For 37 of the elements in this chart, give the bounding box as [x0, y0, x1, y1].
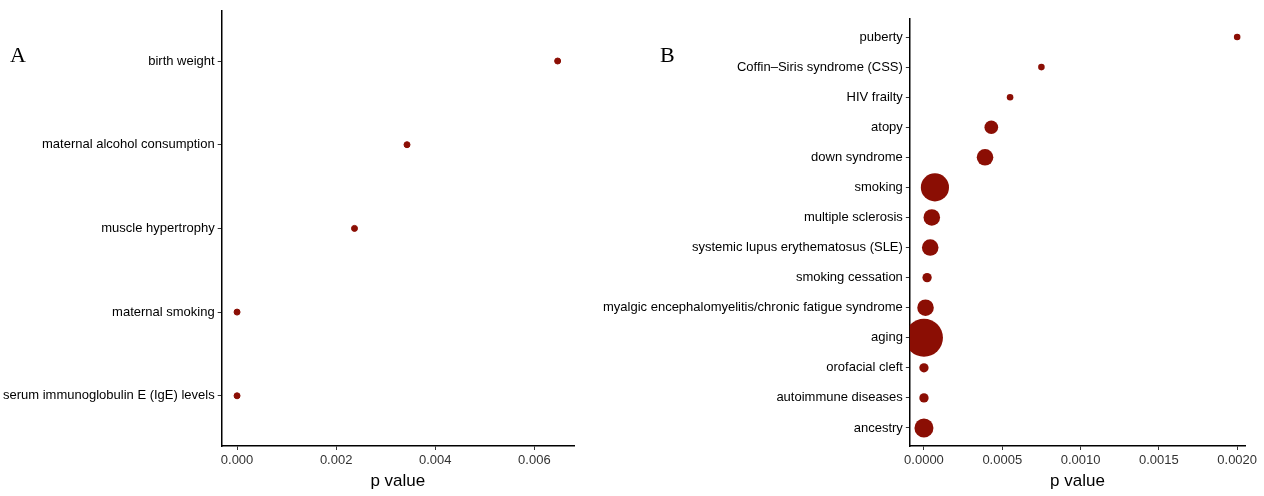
y-tick-label: muscle hypertrophy	[101, 219, 216, 235]
point	[233, 308, 241, 316]
text: A	[10, 42, 26, 68]
y-tick-label: maternal smoking	[112, 303, 215, 319]
y-tick-label: birth weight	[148, 52, 216, 68]
y-tick-label: smoking cessation	[795, 269, 903, 285]
y-tick-label: maternal alcohol consumption	[41, 136, 215, 152]
x-tick-label: 0.0005	[982, 452, 1023, 468]
y-tick-label: puberty	[859, 28, 904, 44]
x-tick-label: 0.000	[220, 452, 254, 468]
x-tick-label: 0.0010	[1060, 452, 1101, 468]
x-tick-label: 0.002	[319, 452, 353, 468]
x-axis-title: p value	[370, 471, 426, 491]
point	[554, 57, 562, 65]
point	[403, 141, 411, 149]
x-tick-label: 0.0020	[1217, 452, 1258, 468]
x-tick-label: 0.0000	[904, 452, 944, 468]
y-tick-label: myalgic encephalomyelitis/chronic fatigue syndrome	[602, 299, 903, 315]
y-tick-label: systemic lupus erythematosus (SLE)	[691, 239, 903, 255]
y-tick-label: down syndrome	[811, 148, 903, 164]
y-tick-label: HIV frailty	[846, 88, 904, 104]
y-tick-label: smoking	[854, 178, 903, 194]
y-tick-label: serum immunoglobulin E (IgE) levels	[2, 387, 216, 403]
x-tick-label: 0.006	[518, 452, 551, 468]
y-tick-label: atopy	[871, 118, 904, 134]
point	[350, 224, 358, 232]
y-tick-label: autoimmune diseases	[776, 389, 904, 405]
text: B	[660, 42, 675, 68]
x-tick-label: 0.004	[418, 452, 452, 468]
y-tick-label: multiple sclerosis	[803, 209, 904, 225]
x-tick-label: 0.0015	[1138, 452, 1179, 468]
point	[233, 392, 241, 400]
y-tick-label: aging	[871, 329, 903, 345]
y-tick-label: ancestry	[853, 419, 904, 435]
y-tick-label: Coffin–Siris syndrome (CSS)	[736, 58, 903, 74]
y-tick-label: orofacial cleft	[826, 359, 904, 375]
x-axis-title: p value	[1050, 471, 1105, 491]
